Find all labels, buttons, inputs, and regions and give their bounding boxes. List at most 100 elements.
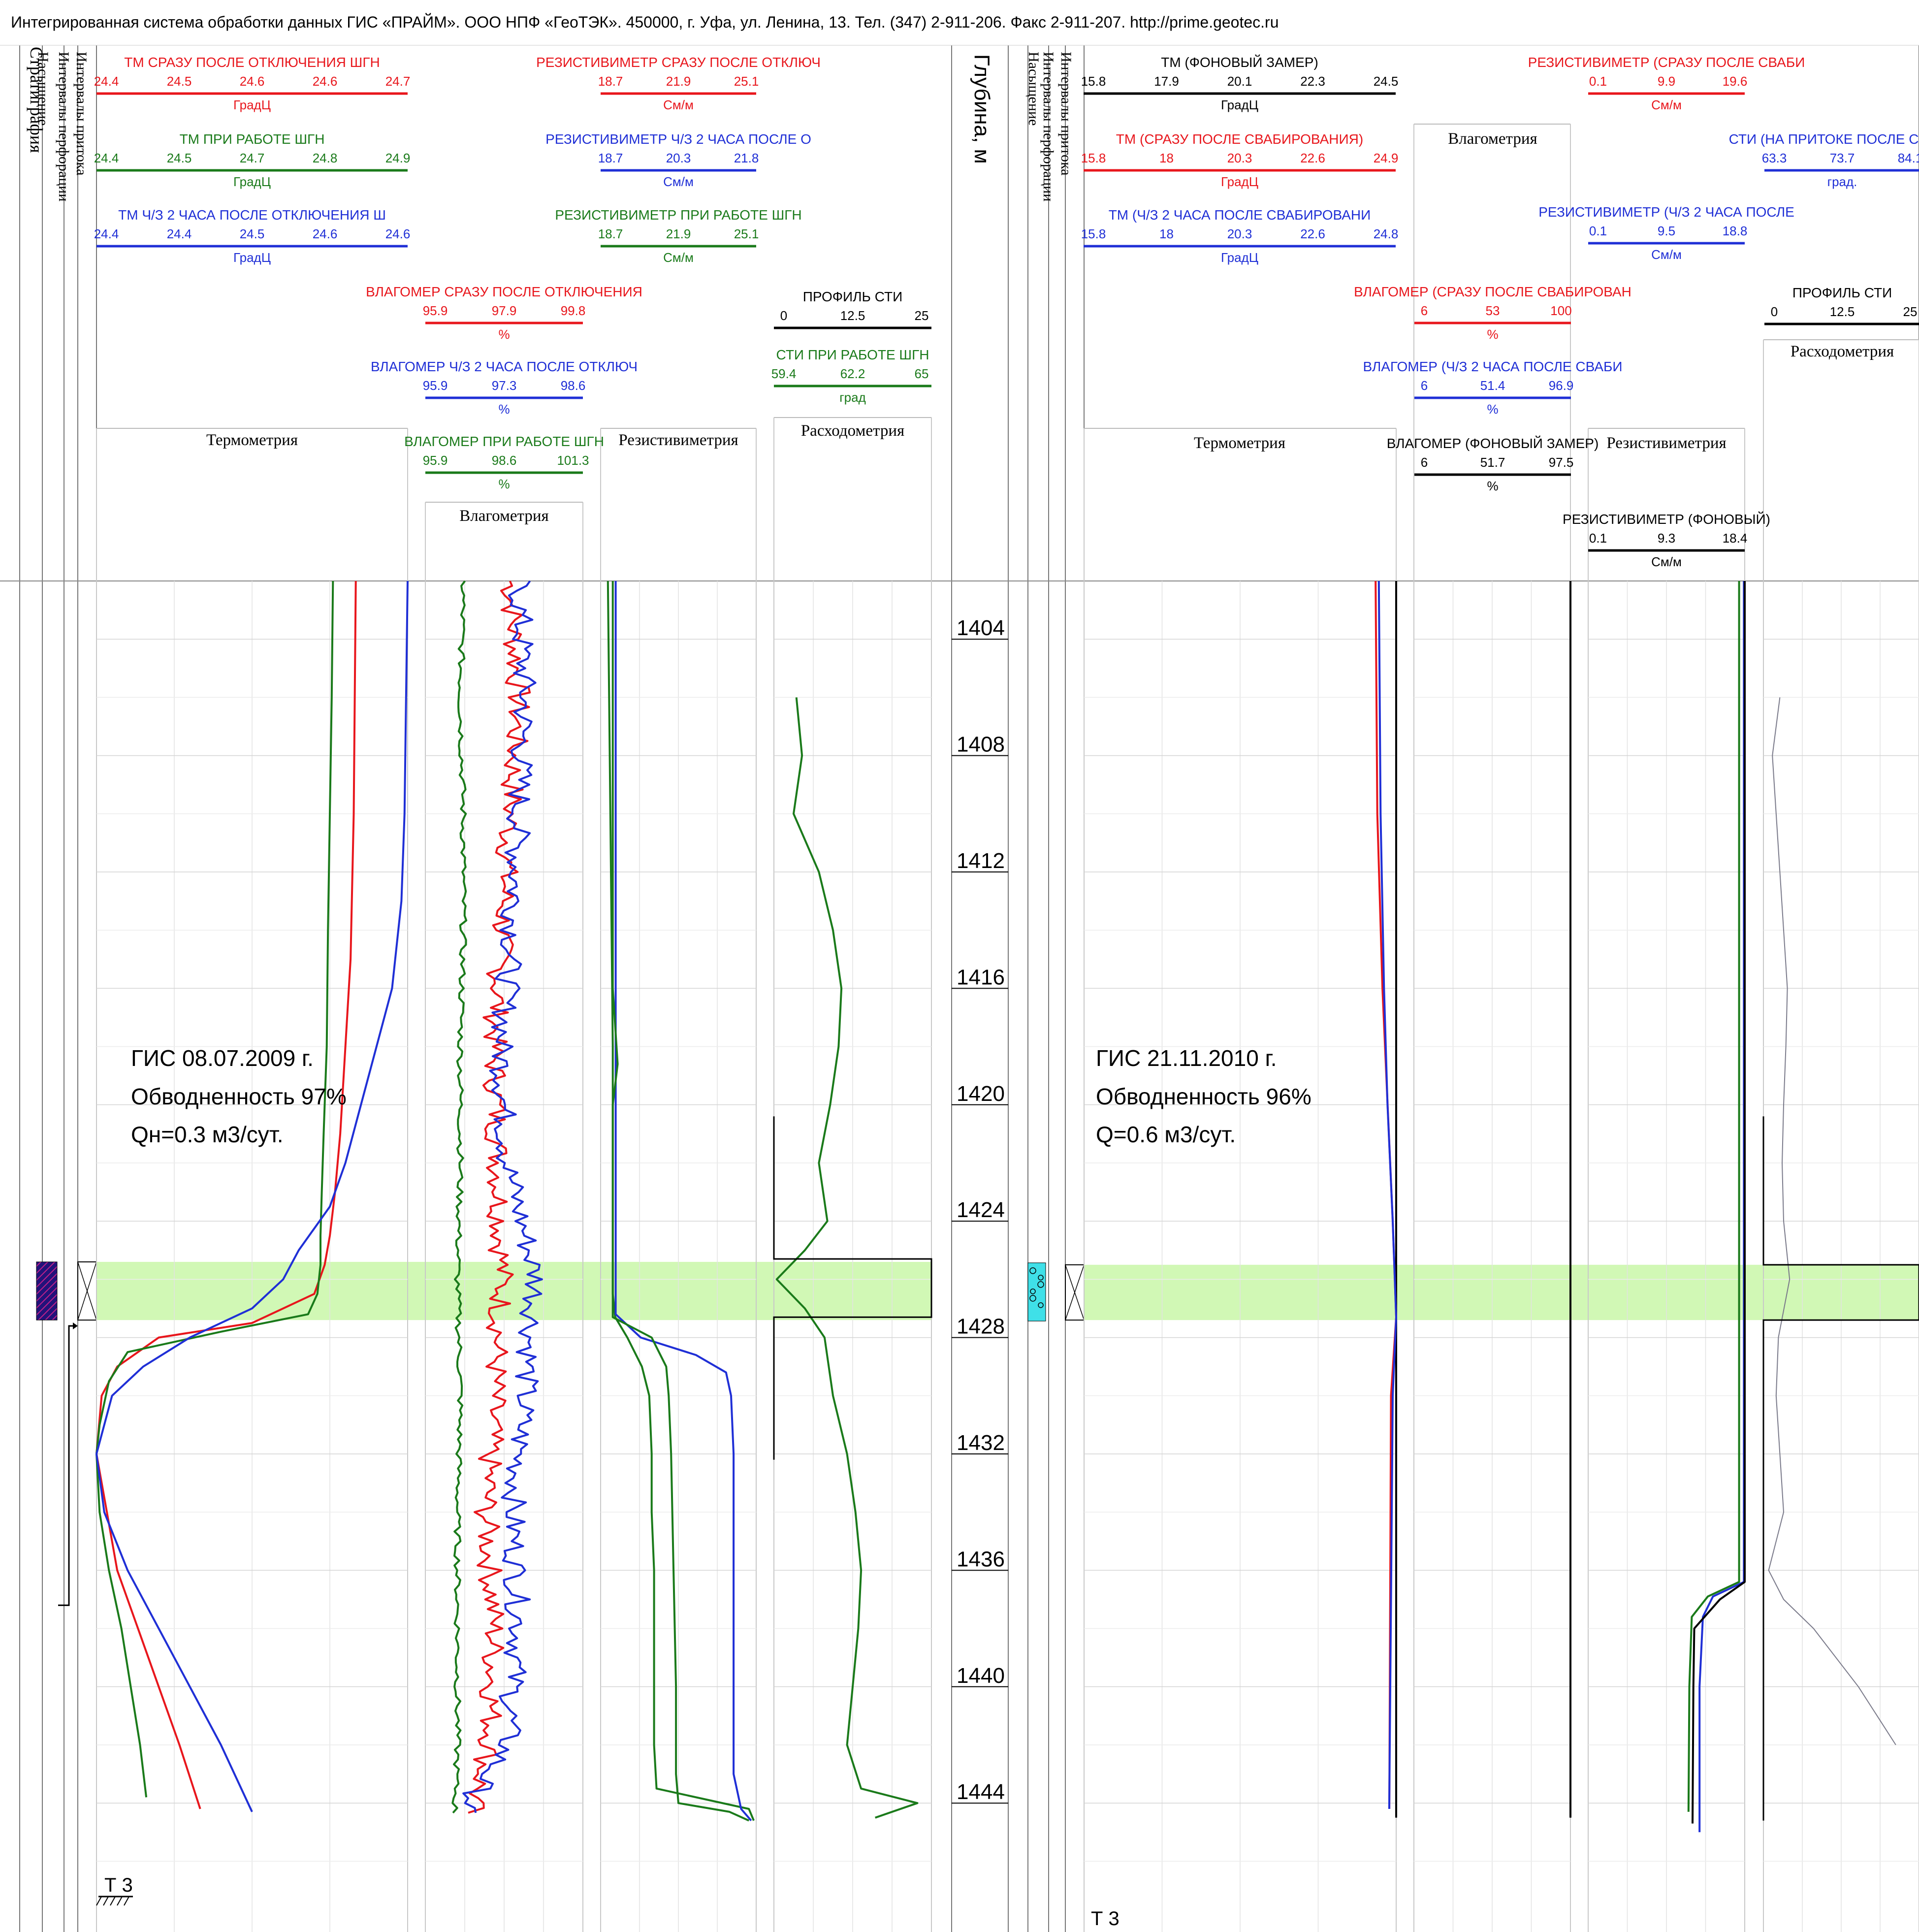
right-saturation-dot xyxy=(1029,1295,1036,1302)
left-bottom-marker-hatch xyxy=(103,1896,109,1906)
right-inflow-interval-band xyxy=(1084,1264,1919,1320)
right-tm1-legend-tick: 15.8 xyxy=(1081,151,1106,165)
left-tm3-legend-tick: 24.6 xyxy=(385,226,411,241)
right-rs1-legend-tick: 19.6 xyxy=(1723,74,1748,89)
right-rs2-legend-tick: 9.5 xyxy=(1658,224,1675,238)
left-curve-2 xyxy=(462,580,543,1813)
right-perforation-cross-b xyxy=(1065,1264,1085,1320)
left-profile-legend-tick: 25 xyxy=(915,308,929,323)
left-vl2-legend-tick: 97.3 xyxy=(492,378,517,393)
right-tm1-legend-tick: 18 xyxy=(1159,151,1174,165)
left-curve-3 xyxy=(451,580,468,1814)
right-vl0-legend-tick: 51.7 xyxy=(1480,455,1505,470)
left-rs1-legend-tick: 21.9 xyxy=(666,74,691,89)
right-tm2-legend-unit: ГрадЦ xyxy=(1221,250,1258,265)
left-tm3-legend-tick: 24.4 xyxy=(94,226,119,241)
right-tm1-legend-tick: 24.9 xyxy=(1374,151,1399,165)
depth-tick-label: 1424 xyxy=(957,1198,1005,1222)
inflow-column-label: Интервалы притока xyxy=(73,52,90,175)
right-tm0-legend-tick: 15.8 xyxy=(1081,74,1106,89)
right-rs2-legend-unit: См/м xyxy=(1651,247,1682,262)
left-rs1-legend-unit: См/м xyxy=(663,97,694,112)
right-tm0-legend-unit: ГрадЦ xyxy=(1221,97,1258,112)
right-tm0-legend-tick: 22.3 xyxy=(1300,74,1325,89)
left-thermometry-title: Термометрия xyxy=(206,431,298,449)
left-flow-rate: Qн=0.3 м3/сут. xyxy=(131,1122,284,1147)
left-rs3-legend-tick: 21.9 xyxy=(666,226,691,241)
left-rs1-legend-tick: 25.1 xyxy=(734,74,759,89)
right-vl2-legend-unit: % xyxy=(1487,402,1498,417)
left-curve-2 xyxy=(614,581,752,1822)
left-rs2-legend-tick: 21.8 xyxy=(734,151,759,165)
left-moisture-title: Влагометрия xyxy=(459,507,548,525)
left-vl1-legend-tick: 97.9 xyxy=(492,303,517,318)
right-tm0-legend-tick: 20.1 xyxy=(1227,74,1252,89)
left-tm1-legend-tick: 24.7 xyxy=(385,74,411,89)
right-sti-legend-title: СТИ (НА ПРИТОКЕ ПОСЛЕ СВАБИ xyxy=(1729,131,1919,147)
left-sti-legend-tick: 65 xyxy=(915,366,929,381)
saturation-column-label: Насыщение xyxy=(35,52,51,126)
right-rs0-legend-tick: 18.4 xyxy=(1723,531,1748,546)
depth-tick-label: 1444 xyxy=(957,1780,1005,1804)
left-bottom-marker-hatch xyxy=(117,1896,123,1906)
left-vl3-legend-tick: 101.3 xyxy=(557,453,589,468)
left-vl2-legend-tick: 95.9 xyxy=(423,378,448,393)
right-rs2-legend-tick: 0.1 xyxy=(1589,224,1607,238)
right-vl2-legend-title: ВЛАГОМЕР (Ч/З 2 ЧАСА ПОСЛЕ СВАБИ xyxy=(1363,359,1623,374)
inflow-intervals xyxy=(36,1261,1919,1606)
left-vl3-legend-tick: 98.6 xyxy=(492,453,517,468)
left-tm3-legend-tick: 24.6 xyxy=(313,226,338,241)
right-tm0-legend-tick: 17.9 xyxy=(1154,74,1179,89)
right-tm1-legend-tick: 22.6 xyxy=(1300,151,1325,165)
right-tm1-legend-unit: ГрадЦ xyxy=(1221,174,1258,189)
page-header-title: Интегрированная система обработки данных… xyxy=(11,13,1279,31)
right-saturation-dot xyxy=(1038,1302,1044,1308)
left-tm2-legend-tick: 24.7 xyxy=(240,151,265,165)
left-vl3-legend-tick: 95.9 xyxy=(423,453,448,468)
left-vl1-legend-unit: % xyxy=(498,327,510,342)
right-sti-legend-tick: 73.7 xyxy=(1830,151,1855,165)
right-vl0-legend-title: ВЛАГОМЕР (ФОНОВЫЙ ЗАМЕР) xyxy=(1387,436,1599,451)
right-saturation-dot xyxy=(1038,1275,1044,1281)
left-rs2-legend-title: РЕЗИСТИВИМЕТР Ч/З 2 ЧАСА ПОСЛЕ О xyxy=(545,131,811,147)
left-rs2-legend-tick: 20.3 xyxy=(666,151,691,165)
right-profile-legend-title: ПРОФИЛЬ СТИ xyxy=(1792,285,1892,300)
right-vl2-legend-tick: 51.4 xyxy=(1480,378,1505,393)
left-vl1-legend-title: ВЛАГОМЕР СРАЗУ ПОСЛЕ ОТКЛЮЧЕНИЯ xyxy=(366,284,642,299)
right-survey-date: ГИС 21.11.2010 г. xyxy=(1096,1045,1277,1071)
left-profile-legend-title: ПРОФИЛЬ СТИ xyxy=(803,289,902,304)
right-tm1-legend-tick: 20.3 xyxy=(1227,151,1252,165)
right-rs1-legend-tick: 0.1 xyxy=(1589,74,1607,89)
right-sti-legend-tick: 84.1 xyxy=(1898,151,1919,165)
left-curve-1 xyxy=(468,580,531,1814)
right-vl1-legend-title: ВЛАГОМЕР (СРАЗУ ПОСЛЕ СВАБИРОВАН xyxy=(1354,284,1631,299)
left-sti-legend-tick: 62.2 xyxy=(840,366,865,381)
left-tm1-legend-tick: 24.5 xyxy=(167,74,192,89)
depth-tick-label: 1436 xyxy=(957,1547,1005,1571)
left-curve-1 xyxy=(775,697,919,1819)
depth-tick-label: 1440 xyxy=(957,1664,1005,1688)
left-tm2-legend-tick: 24.5 xyxy=(167,151,192,165)
left-curve-3 xyxy=(96,580,409,1812)
left-curve-3 xyxy=(611,581,750,1822)
left-saturation-marker xyxy=(36,1261,58,1320)
left-vl3-legend-title: ВЛАГОМЕР ПРИ РАБОТЕ ШГН xyxy=(404,434,604,449)
right-sti-legend-unit: град. xyxy=(1827,174,1857,189)
right-resistivity-title: Резистивиметрия xyxy=(1606,434,1726,452)
left-curve-2 xyxy=(96,580,334,1798)
left-tm1-legend-unit: ГрадЦ xyxy=(233,97,271,112)
left-sti-legend-unit: град xyxy=(839,390,866,405)
left-rs2-legend-tick: 18.7 xyxy=(598,151,623,165)
left-perforation-arrow-head xyxy=(73,1322,78,1329)
depth-tick-label: 1428 xyxy=(957,1315,1005,1339)
right-flowmetry-title: Расходометрия xyxy=(1791,343,1894,360)
left-tm1-legend-tick: 24.4 xyxy=(94,74,119,89)
left-tm1-legend-title: ТМ СРАЗУ ПОСЛЕ ОТКЛЮЧЕНИЯ ШГН xyxy=(124,55,380,70)
right-tm2-legend-title: ТМ (Ч/З 2 ЧАСА ПОСЛЕ СВАБИРОВАНИ xyxy=(1109,207,1371,223)
right-bottom-label: Т 3 xyxy=(1091,1908,1119,1930)
left-perforation-cross-b xyxy=(77,1261,97,1320)
left-inflow-interval-band xyxy=(96,1261,931,1320)
right-saturation-dot xyxy=(1030,1288,1036,1294)
right-tm1-legend-title: ТМ (СРАЗУ ПОСЛЕ СВАБИРОВАНИЯ) xyxy=(1116,131,1363,147)
